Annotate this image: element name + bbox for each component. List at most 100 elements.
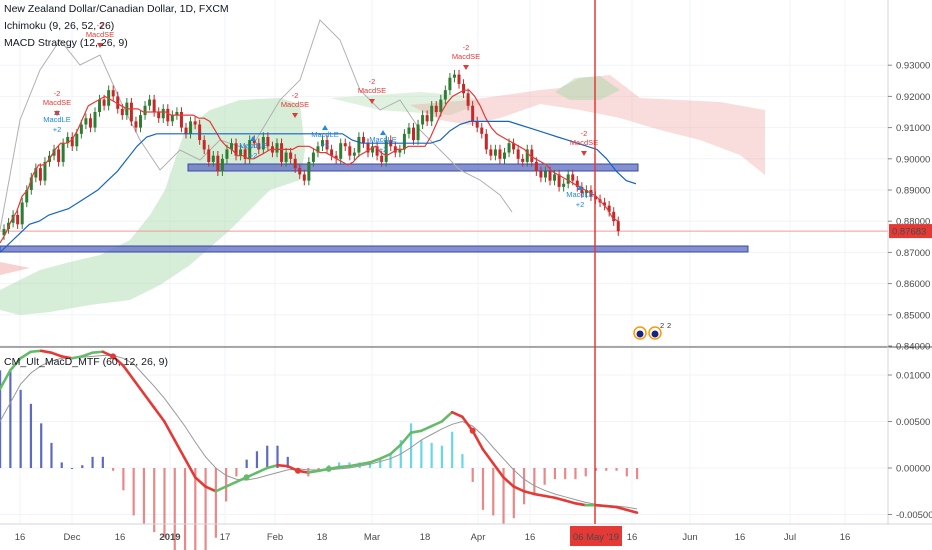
histogram-bar [522, 468, 526, 505]
histogram-bar [625, 468, 628, 477]
histogram-bar [615, 468, 618, 471]
candle-body [361, 136, 365, 144]
candle-body [98, 99, 102, 112]
macd-line-segment [265, 463, 279, 470]
candle-body [566, 174, 570, 184]
macd-line-segment [563, 499, 577, 505]
histogram-bar [60, 462, 63, 468]
macd-line-segment [50, 351, 63, 358]
candle-body [398, 149, 402, 153]
cloud-bearish-left [0, 262, 30, 275]
cloud-bullish [0, 98, 305, 315]
macd-strategy-legend[interactable]: MACD Strategy (12, 26, 9) [4, 37, 128, 49]
candle-body [575, 180, 579, 187]
macd-indicator-legend[interactable]: CM_Ult_MacD_MTF (60, 12, 26, 9) [4, 356, 168, 368]
macd-line-segment [255, 466, 269, 474]
histogram-bar [0, 370, 2, 468]
candle-body [193, 121, 197, 125]
candle-body [443, 90, 447, 100]
time-tick-label: 2019 [159, 532, 180, 543]
candle-body [139, 115, 142, 128]
candle-body [220, 158, 224, 172]
candle-body [148, 99, 152, 106]
base-line [0, 120, 637, 253]
candle-body [166, 108, 170, 122]
histogram-bar [317, 468, 320, 471]
candle-body [530, 149, 534, 162]
candle-body [516, 149, 520, 159]
crosshair-cursor[interactable]: 06 May '19 [570, 0, 622, 546]
candle-body [11, 214, 15, 223]
macd-line-segment [491, 462, 505, 479]
macd-se-minus2: -2 [292, 91, 299, 100]
candle-body [179, 112, 183, 128]
candle-body [161, 108, 165, 119]
macd-se-arrow [463, 65, 469, 70]
histogram-bar [379, 459, 382, 468]
time-tick-label: 18 [420, 532, 431, 543]
cross-dot [325, 465, 332, 472]
macd-line-segment [80, 351, 94, 358]
macd-se-minus2: -2 [369, 77, 376, 86]
macd-line-segment [543, 494, 557, 500]
candle-body [339, 143, 343, 159]
macd-tick-label: 0.00500 [896, 417, 930, 428]
candle-body [70, 136, 74, 147]
candle-body [462, 83, 466, 94]
candle-body [553, 174, 557, 181]
candle-body [202, 140, 206, 150]
candle-body [143, 105, 147, 116]
histogram-bar [512, 468, 515, 519]
macd-line-segment [19, 350, 33, 360]
histogram-bar [183, 468, 187, 550]
candle-body [321, 140, 324, 147]
macd-se-label: MacdSE [281, 100, 309, 109]
candle-body [412, 127, 415, 141]
macd-se-arrow [292, 113, 298, 118]
macd-line-segment [29, 349, 43, 354]
macd-le-arrow [380, 130, 386, 135]
macd-line-segment [132, 378, 146, 395]
macd-se-label: MacdSE [570, 138, 598, 147]
histogram-bar [502, 468, 505, 524]
ichimoku-legend[interactable]: Ichimoku (9, 26, 52, 26) [4, 20, 115, 32]
candle-body [571, 174, 575, 181]
histogram-bar [70, 468, 74, 469]
candle-body [16, 214, 20, 225]
time-tick-label: 16 [15, 532, 26, 543]
histogram-bar [543, 468, 546, 485]
macd-le-plus2: +2 [321, 140, 330, 149]
macd-line-segment [358, 461, 372, 466]
candle-body [448, 77, 452, 91]
time-tick-label: Apr [471, 532, 486, 543]
candle-body [402, 133, 406, 150]
candle-body [603, 202, 607, 206]
candle-body [61, 143, 65, 162]
macd-line-segment [39, 349, 53, 354]
candle-body [416, 124, 420, 141]
macd-line-segment [574, 502, 587, 507]
candle-body [261, 136, 265, 150]
candle-body [25, 190, 29, 203]
macd-le-label: MacdLE [566, 190, 594, 199]
histogram-bar [9, 370, 12, 468]
candle-body [543, 171, 547, 178]
macd-se-label: MacdSE [86, 30, 114, 39]
candle-body [503, 152, 506, 159]
price-tick-label: 0.84000 [896, 342, 930, 353]
candle-body [457, 74, 461, 84]
macd-line-segment [173, 438, 187, 461]
support-band-lower [0, 245, 749, 253]
candle-body [289, 152, 293, 159]
candle-body [557, 174, 561, 187]
macd-line-segment [512, 485, 526, 493]
macd-line-segment [522, 489, 536, 496]
candle-body [248, 140, 252, 159]
macd-le-plus2: +2 [576, 200, 585, 209]
macd-line-segment [60, 355, 74, 360]
candle-body [407, 127, 411, 134]
histogram-bar [91, 456, 94, 468]
histogram-bar [235, 468, 238, 477]
